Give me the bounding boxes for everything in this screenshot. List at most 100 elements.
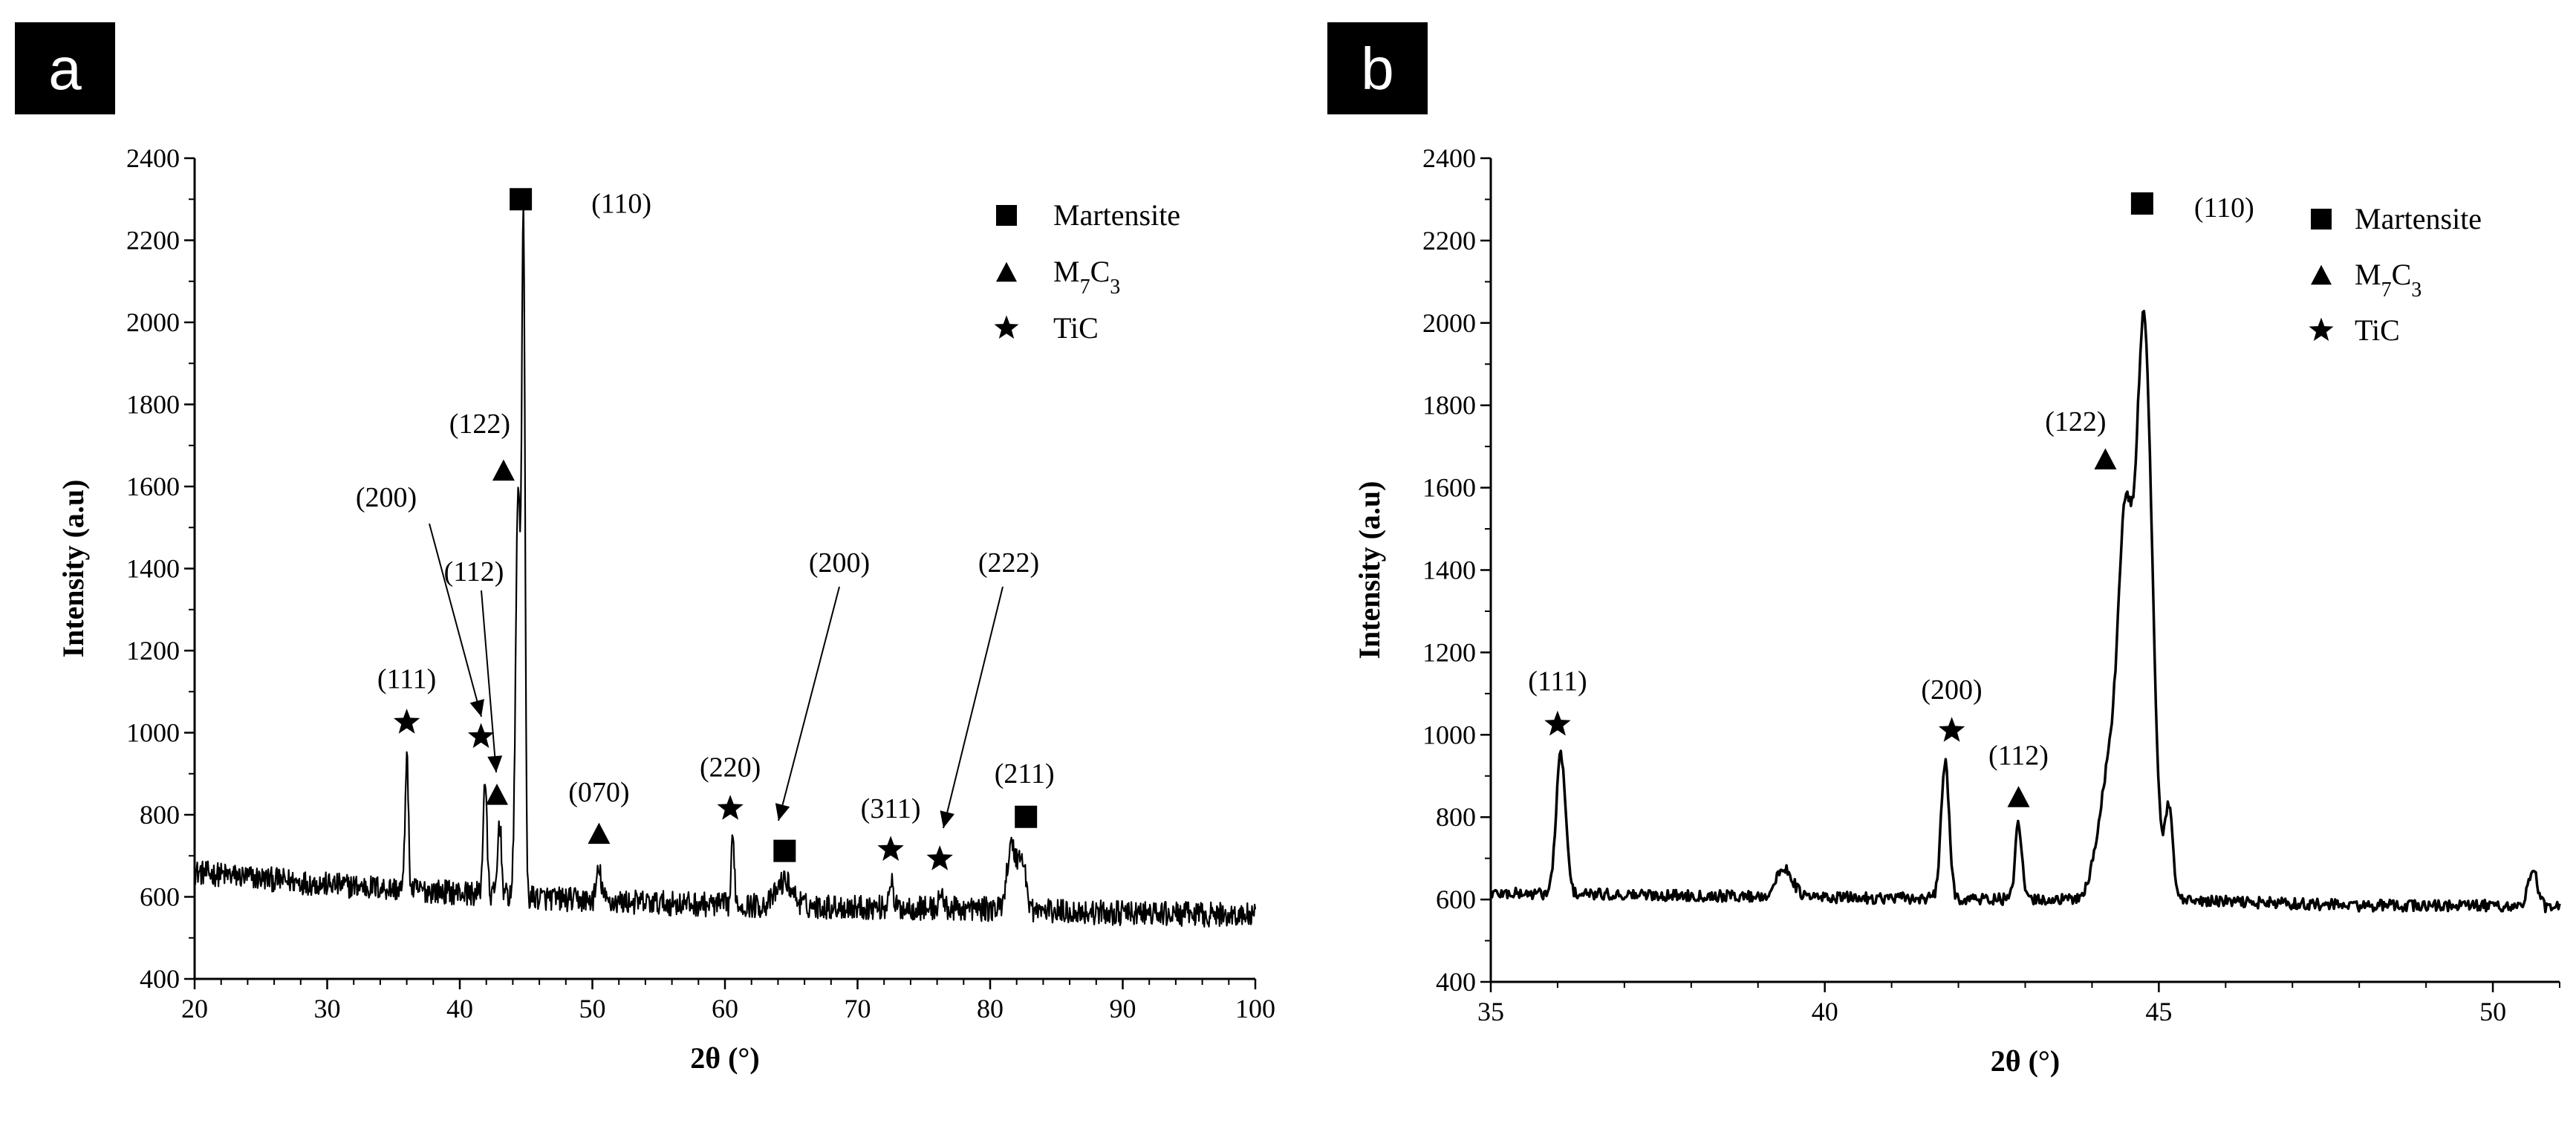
x-axis-title: 2θ (°)	[1991, 1044, 2061, 1078]
y-tick-label: 600	[1436, 885, 1476, 914]
peak-3-star-marker	[1938, 717, 1965, 742]
panel-letter-box	[15, 22, 115, 114]
y-tick-label: 1200	[1422, 637, 1476, 667]
legend-label: TiC	[1053, 311, 1099, 345]
x-tick-label: 80	[977, 994, 1004, 1023]
y-tick-label: 1000	[126, 718, 180, 748]
legend-label-part: Martensite	[2355, 202, 2482, 235]
x-tick-label: 40	[446, 994, 473, 1023]
x-tick-label: 35	[1477, 997, 1504, 1026]
legend-label-part: C	[1090, 255, 1110, 288]
peak-label: (110)	[591, 188, 651, 219]
annotation-arrow-line	[481, 590, 497, 773]
legend-label-part: M	[1053, 255, 1080, 288]
peak-2-star-marker	[1544, 710, 1571, 736]
x-tick-label: 30	[314, 994, 341, 1023]
panel-a: a 400 600 800 1000 1200 1400 1600 1800 2000 2200 24…	[15, 22, 1275, 1075]
peak-label: (311)	[861, 793, 921, 824]
legend-label-part: C	[2392, 258, 2412, 291]
xrd-pattern-line	[1489, 310, 2561, 914]
y-tick-label: 2200	[1422, 226, 1476, 255]
peak-label: (200)	[356, 482, 417, 513]
peak-0-square-marker	[510, 188, 533, 211]
peak-label: (220)	[700, 752, 761, 784]
y-tick-label: 1600	[1422, 473, 1476, 503]
peak-0-square-marker	[2130, 192, 2153, 215]
x-axis-title: 2θ (°)	[690, 1041, 760, 1075]
peak-label: (222)	[978, 547, 1039, 579]
legend-label: Martensite	[1053, 198, 1180, 232]
annotation-arrow-line	[429, 523, 482, 717]
annotation-arrow-head	[487, 755, 503, 772]
x-tick-label: 20	[181, 994, 208, 1023]
peak-label: (200)	[1921, 674, 1982, 706]
peak-3-triangle-marker	[485, 784, 508, 805]
peak-label: (211)	[995, 758, 1055, 790]
annotation-arrow-line	[778, 586, 840, 821]
y-tick-label: 2400	[1422, 143, 1476, 173]
x-tick-label: 70	[845, 994, 871, 1023]
peak-9-star-marker	[926, 845, 953, 870]
peak-label: (112)	[1988, 740, 2049, 771]
peak-4-triangle-marker	[2007, 786, 2030, 807]
x-tick-label: 90	[1110, 994, 1136, 1023]
legend-1-triangle-marker	[996, 261, 1017, 282]
y-tick-label: 1000	[1422, 720, 1476, 749]
annotation-arrow-head	[469, 699, 484, 717]
legend-label: M7C3	[2355, 258, 2421, 302]
legend-label-subscript: 3	[1110, 276, 1120, 299]
y-tick-label: 400	[1436, 967, 1476, 997]
y-axis-title: Intensity (a.u)	[1353, 481, 1386, 659]
y-tick-label: 400	[140, 964, 180, 994]
legend-label-subscript: 7	[2381, 279, 2392, 302]
legend-label-part: TiC	[2355, 313, 2400, 347]
peak-label: (111)	[1528, 665, 1587, 697]
legend-label-part: M	[2355, 258, 2381, 291]
annotation-arrow-line	[943, 586, 1004, 829]
y-tick-label: 2000	[1422, 308, 1476, 338]
x-tick-label: 100	[1235, 994, 1275, 1023]
peak-7-square-marker	[773, 839, 796, 862]
legend-0-square-marker	[996, 205, 1017, 226]
annotation-arrow-head	[940, 810, 954, 828]
legend-0-square-marker	[2311, 209, 2332, 230]
annotation-arrow-head	[775, 803, 790, 821]
legend-2-star-marker	[994, 315, 1019, 339]
y-tick-label: 2000	[126, 307, 180, 337]
legend-label-subscript: 7	[1080, 276, 1090, 299]
panel-b: b 400 600 800 1000 1200 1400 1600 1800 2000 2200 24…	[1327, 22, 2561, 1078]
peak-5-triangle-marker	[588, 822, 611, 844]
x-tick-label: 60	[712, 994, 738, 1023]
x-tick-label: 40	[1812, 997, 1838, 1026]
x-tick-label: 50	[579, 994, 606, 1023]
y-axis-title: Intensity (a.u)	[56, 479, 90, 657]
peak-1-triangle-marker	[2094, 448, 2117, 470]
legend-2-star-marker	[2309, 317, 2334, 341]
legend-label-subscript: 3	[2411, 279, 2421, 302]
legend-label-part: TiC	[1053, 311, 1099, 345]
peak-4-star-marker	[393, 709, 420, 734]
legend-label: M7C3	[1053, 255, 1120, 299]
peak-2-star-marker	[467, 723, 495, 749]
legend-1-triangle-marker	[2311, 264, 2332, 285]
legend-label: Martensite	[2355, 202, 2482, 235]
peak-label: (122)	[2045, 406, 2106, 437]
y-tick-label: 1400	[1422, 556, 1476, 585]
y-tick-label: 2200	[126, 226, 180, 255]
legend-label: TiC	[2355, 313, 2400, 347]
y-tick-label: 600	[140, 882, 180, 912]
y-tick-label: 800	[1436, 802, 1476, 832]
peak-label: (111)	[377, 664, 437, 695]
peak-8-star-marker	[877, 836, 904, 861]
peak-1-triangle-marker	[492, 459, 515, 481]
panel-letter: b	[1361, 36, 1394, 102]
panel-letter-box	[1327, 22, 1428, 114]
x-tick-label: 50	[2479, 997, 2506, 1026]
y-tick-label: 1200	[126, 636, 180, 665]
peak-label: (112)	[444, 556, 504, 587]
peak-6-star-marker	[717, 795, 744, 820]
panel-letter: a	[48, 36, 82, 102]
peak-label: (200)	[809, 547, 870, 579]
xrd-pattern-line	[194, 201, 1257, 928]
